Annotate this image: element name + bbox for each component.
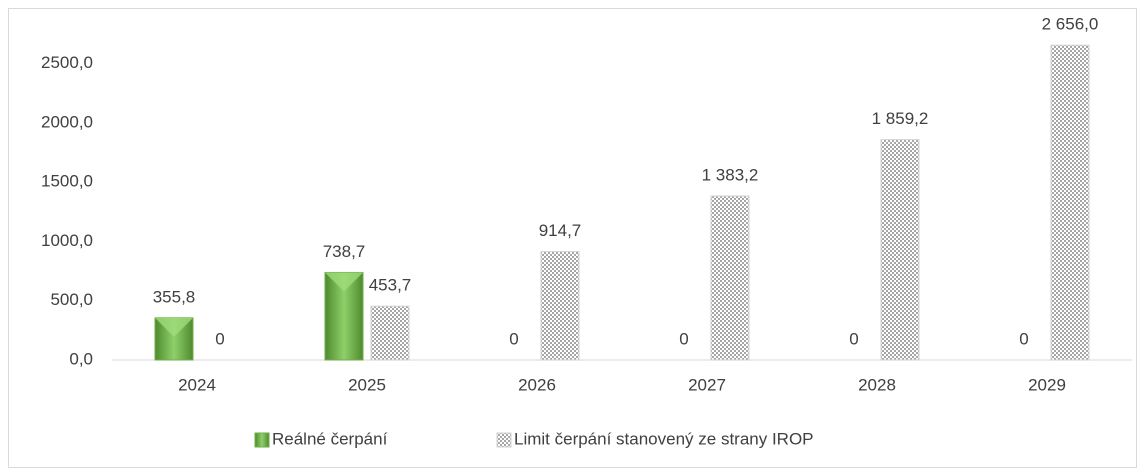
- bar-group: [880, 139, 920, 361]
- x-tick-label: 2025: [348, 375, 386, 394]
- x-tick-label: 2026: [518, 375, 556, 394]
- value-label: 738,7: [323, 242, 366, 261]
- y-tick-label: 1000,0: [41, 231, 93, 250]
- y-tick-label: 1500,0: [41, 172, 93, 191]
- bar-group: [710, 195, 750, 361]
- y-tick-label: 2000,0: [41, 112, 93, 131]
- bar: [710, 195, 750, 361]
- x-tick-label: 2024: [178, 375, 216, 394]
- y-tick-label: 2500,0: [41, 53, 93, 72]
- value-label: 1 383,2: [702, 166, 759, 185]
- bar-group: [370, 305, 410, 361]
- y-tick-label: 0,0: [69, 349, 93, 368]
- value-label: 2 656,0: [1042, 15, 1099, 34]
- value-label: 0: [679, 329, 688, 348]
- legend-marker: [254, 432, 270, 448]
- chart-border: [8, 8, 1137, 468]
- value-label: 0: [1019, 329, 1028, 348]
- bar-group: [1050, 44, 1090, 361]
- value-label: 1 859,2: [872, 109, 929, 128]
- bar-highlight: [325, 272, 363, 292]
- value-label: 0: [849, 329, 858, 348]
- value-label: 0: [215, 329, 224, 348]
- bar: [880, 139, 920, 361]
- value-label: 0: [509, 329, 518, 348]
- value-label: 355,8: [153, 287, 196, 306]
- legend-marker: [496, 432, 512, 448]
- bar-highlight: [155, 317, 193, 337]
- bar: [370, 305, 410, 361]
- y-tick-label: 500,0: [50, 290, 93, 309]
- bar-group: [540, 251, 580, 361]
- bar: [540, 251, 580, 361]
- legend-label: Limit čerpání stanovený ze strany IROP: [514, 429, 814, 448]
- x-tick-label: 2029: [1028, 375, 1066, 394]
- value-label: 914,7: [539, 221, 582, 240]
- bar-group: [324, 271, 364, 361]
- x-tick-label: 2028: [858, 375, 896, 394]
- x-tick-label: 2027: [688, 375, 726, 394]
- value-label: 453,7: [369, 276, 412, 295]
- bar-group: [154, 317, 194, 361]
- bar: [1050, 44, 1090, 361]
- legend-label: Reálné čerpání: [272, 429, 388, 448]
